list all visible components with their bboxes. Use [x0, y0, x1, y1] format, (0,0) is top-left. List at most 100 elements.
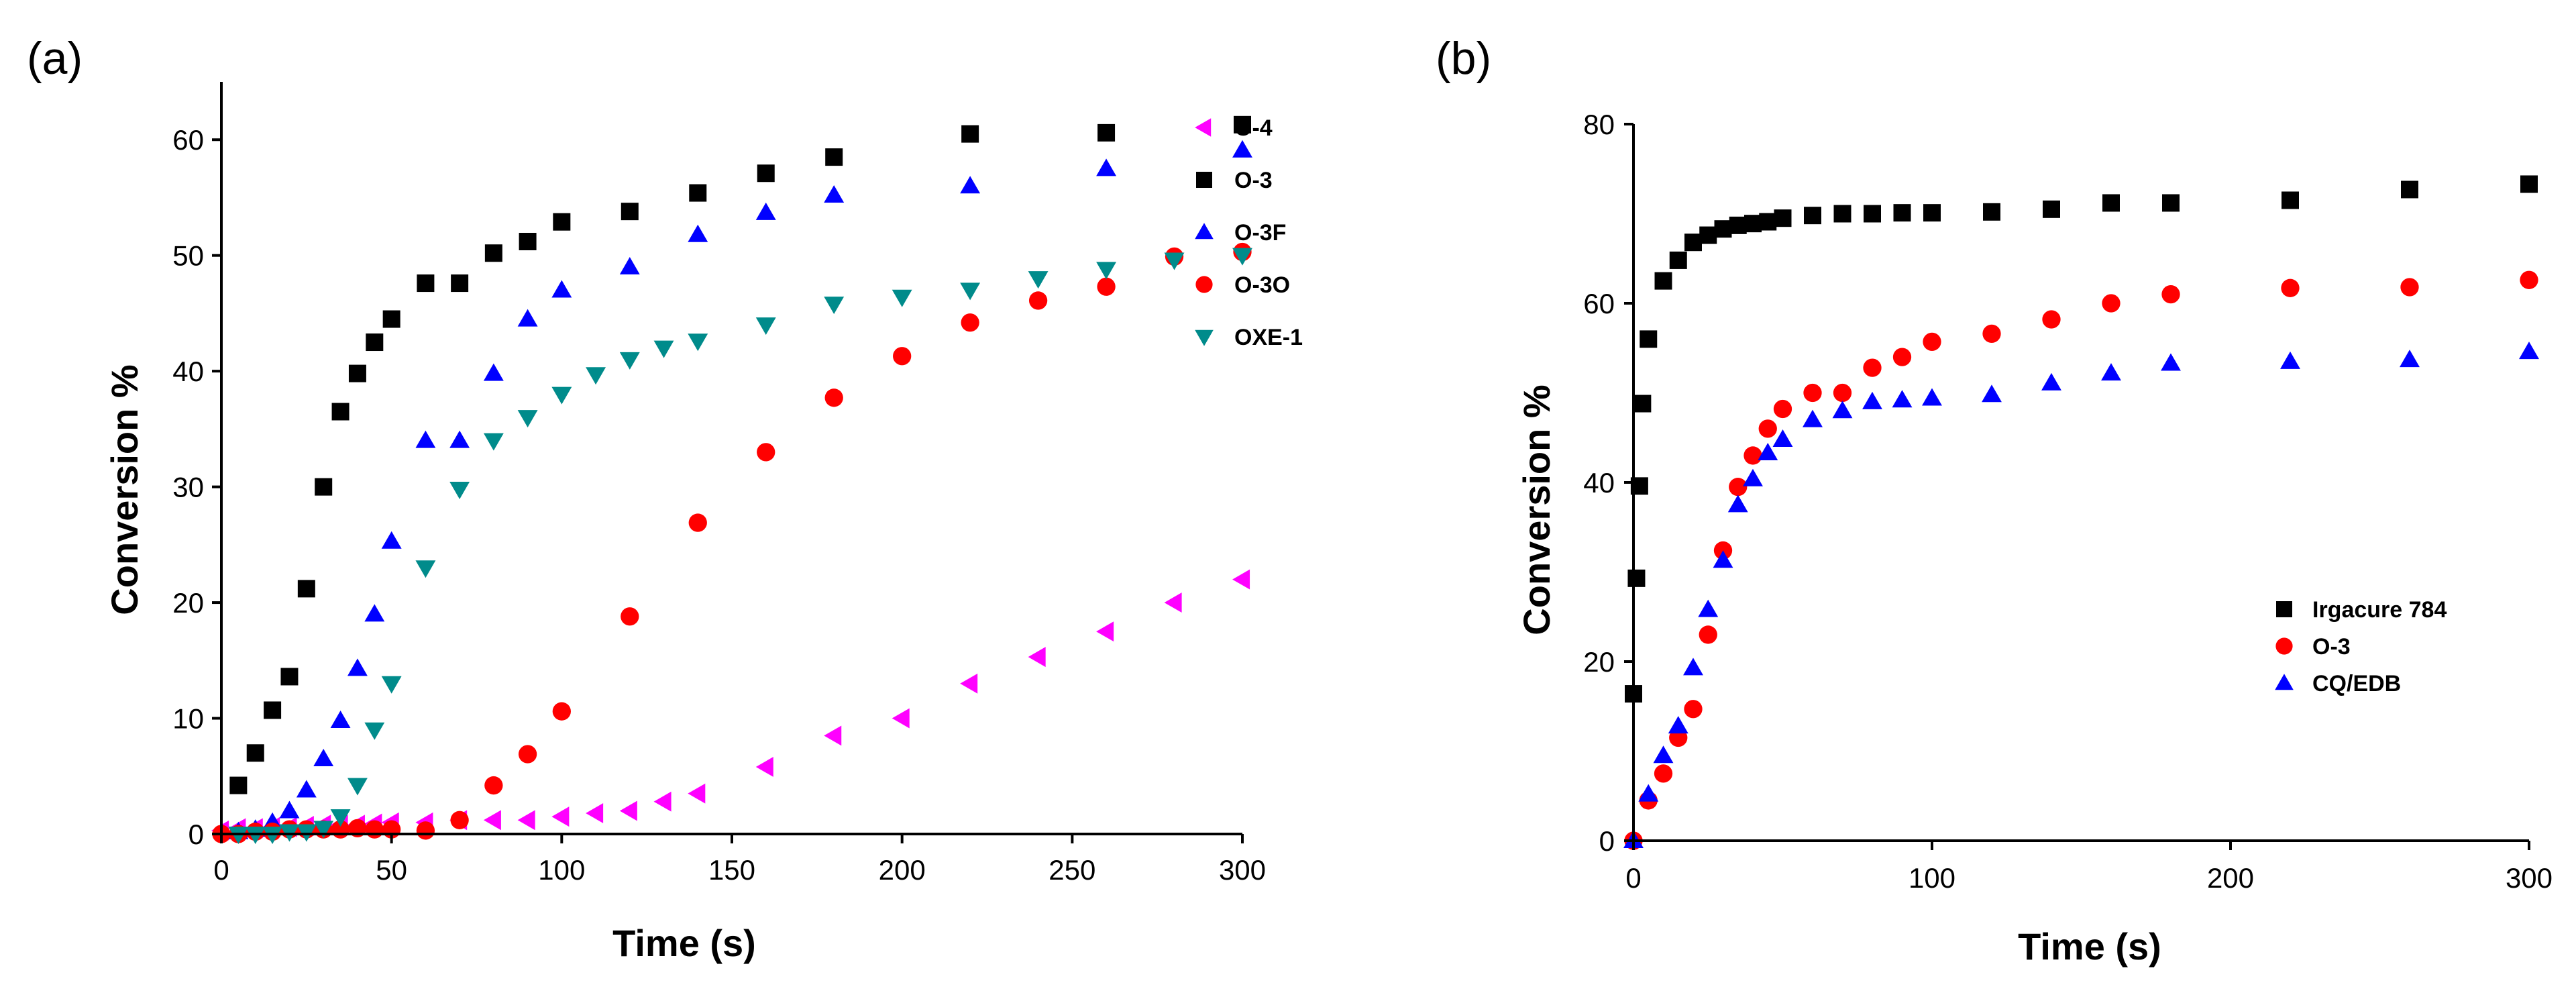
chart-b-ticks: 0 100 200 300 0 20 40 60 80: [1583, 109, 2553, 894]
data-point: [961, 313, 979, 332]
data-point: [313, 748, 334, 766]
data-point: [824, 388, 843, 407]
data-point: [1683, 658, 1703, 676]
x-tick-label: 250: [1049, 854, 1095, 886]
data-point: [824, 185, 845, 203]
x-tick-label: 200: [879, 854, 926, 886]
series-o-4: [211, 569, 1250, 841]
data-point: [280, 668, 299, 686]
data-point: [1653, 745, 1674, 764]
data-point: [2401, 180, 2418, 199]
data-point: [961, 125, 979, 143]
data-point: [653, 340, 674, 358]
data-point: [415, 430, 436, 448]
data-point: [688, 224, 708, 242]
data-point: [519, 232, 537, 250]
data-point: [449, 482, 470, 500]
data-point: [551, 386, 572, 405]
data-point: [1772, 429, 1793, 447]
data-point: [1758, 442, 1778, 460]
data-point: [960, 673, 978, 694]
data-point: [246, 744, 264, 762]
x-tick-label: 300: [2506, 862, 2553, 894]
data-point: [1096, 158, 1117, 176]
data-point: [330, 809, 351, 827]
data-point: [2400, 350, 2420, 368]
data-point: [1232, 569, 1250, 590]
data-point: [892, 708, 910, 729]
data-point: [1684, 233, 1702, 252]
data-point: [1640, 330, 1658, 348]
data-point: [551, 280, 572, 298]
data-point: [348, 364, 366, 382]
data-point: [1668, 716, 1688, 734]
data-point: [264, 701, 282, 719]
data-point: [330, 711, 351, 729]
panel-label-a: (a): [27, 33, 83, 84]
legend-marker: [1195, 223, 1214, 240]
data-point: [1982, 324, 2001, 344]
data-point: [1713, 550, 1733, 568]
series-o-3f: [228, 140, 1252, 839]
chart-b: (b) 0 100 200 300 0 20 40 60 80 Time (s) Convers…: [1436, 33, 2553, 968]
data-point: [416, 821, 435, 840]
legend-label: Irgacure 784: [2312, 597, 2447, 623]
data-point: [518, 745, 537, 764]
data-point: [2519, 342, 2539, 360]
data-point: [1758, 419, 1777, 438]
data-point: [653, 791, 672, 812]
data-point: [1923, 204, 1941, 222]
series-o-3: [229, 115, 1251, 794]
data-point: [1669, 251, 1687, 269]
y-tick-label: 20: [1583, 646, 1615, 678]
data-point: [2400, 278, 2419, 297]
data-point: [552, 702, 571, 721]
data-point: [2520, 270, 2538, 289]
data-point: [1893, 204, 1911, 222]
data-point: [824, 725, 842, 746]
data-point: [450, 811, 469, 829]
data-point: [483, 363, 504, 381]
x-tick-label: 150: [708, 854, 755, 886]
data-point: [1654, 272, 1672, 290]
chart-b-axes: [1632, 124, 2529, 842]
data-point: [1633, 395, 1652, 413]
y-tick-label: 60: [172, 124, 204, 156]
legend-label: O-3F: [1234, 220, 1286, 246]
data-point: [1892, 348, 1912, 366]
data-point: [621, 203, 639, 221]
data-point: [364, 604, 385, 622]
data-point: [347, 778, 368, 796]
data-point: [1983, 203, 2000, 221]
data-point: [381, 531, 402, 549]
data-point: [1699, 625, 1717, 644]
data-point: [1803, 383, 1822, 403]
data-point: [688, 783, 706, 804]
data-point: [229, 776, 248, 794]
data-point: [2281, 278, 2300, 297]
data-point: [2102, 294, 2121, 313]
data-point: [2520, 175, 2538, 193]
data-point: [1097, 123, 1116, 142]
data-point: [1028, 647, 1046, 668]
data-point: [415, 560, 436, 578]
data-point: [1097, 277, 1116, 296]
data-point: [688, 333, 708, 352]
data-point: [825, 148, 843, 166]
data-point: [1923, 332, 1941, 352]
chart-a-ylabel: Conversion %: [103, 364, 146, 615]
chart-a-ticks: 0 50 100 150 200 250 300 0 10 20 30 40 50 60: [172, 124, 1266, 886]
series-cq-edb: [1623, 342, 2539, 849]
y-tick-label: 60: [1583, 288, 1615, 319]
data-point: [381, 676, 402, 694]
data-point: [893, 347, 912, 366]
data-point: [1028, 291, 1048, 310]
data-point: [1164, 252, 1185, 270]
data-point: [315, 478, 333, 496]
legend-label: O-3O: [1234, 272, 1290, 298]
data-point: [1096, 621, 1114, 642]
data-point: [483, 433, 504, 451]
y-tick-label: 50: [172, 240, 204, 272]
y-tick-label: 10: [172, 703, 204, 735]
